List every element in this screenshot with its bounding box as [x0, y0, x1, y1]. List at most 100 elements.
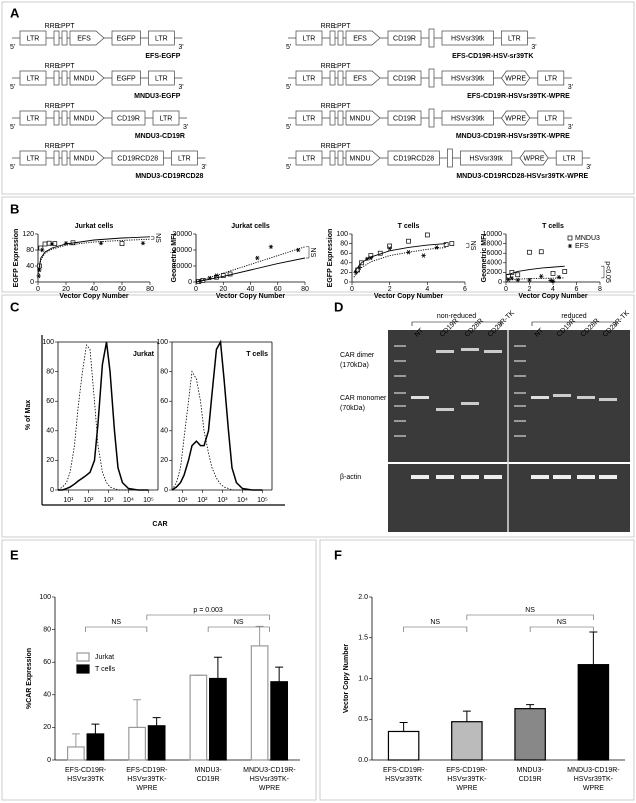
end-label: 3': [586, 164, 591, 171]
marker-label: CAR dimer: [340, 352, 375, 359]
marker-label: (70kDa): [340, 405, 365, 412]
y-tick-label: 100: [39, 594, 51, 601]
element: [337, 150, 344, 166]
element-label: HSVsr39tk: [451, 115, 485, 122]
x-tick-label: 10⁵: [143, 497, 154, 504]
y-tick-label: 20: [160, 457, 168, 464]
y-tick-label: 20: [46, 457, 54, 464]
x-tick-label: 0: [350, 286, 354, 293]
element-label: CD19RCD28: [117, 155, 158, 162]
x-tick-label: HSVsr39TK-: [574, 776, 614, 783]
element-label: HSVsr39tk: [451, 35, 485, 42]
element-label: RRE: [45, 63, 60, 70]
element-label: MNDU: [350, 115, 371, 122]
element-label: LTR: [544, 115, 557, 122]
bar: [128, 726, 146, 761]
element-label: RRE: [321, 23, 336, 30]
point: [550, 271, 556, 276]
linker: [428, 108, 435, 128]
x-tick-label: HSVsr39TK-: [127, 776, 167, 783]
x-tick-label: 6: [575, 286, 579, 293]
promoter: [69, 30, 105, 46]
end-label: 5': [10, 164, 15, 171]
histogram-line: [58, 341, 149, 491]
bar: [209, 677, 227, 761]
point: [255, 255, 260, 261]
x-tick-label: CD19R: [519, 776, 542, 783]
element: [387, 150, 440, 166]
end-label: 3': [178, 84, 183, 91]
element-label: HSVsr39tk: [451, 75, 485, 82]
chart-title: Jurkat cells: [231, 223, 270, 230]
annotation: NS: [525, 607, 535, 614]
band: [461, 348, 479, 351]
construct-name: EFS-EGFP: [145, 53, 180, 60]
element-label: cPPT: [333, 23, 351, 30]
legend-swatch: [567, 235, 573, 241]
element: [19, 150, 47, 166]
element-label: MNDU: [74, 75, 95, 82]
element: [19, 30, 47, 46]
element: [460, 150, 513, 166]
y-tick-label: 2000: [486, 269, 502, 276]
y-tick-label: 0: [164, 487, 168, 494]
element-label: RRE: [321, 103, 336, 110]
x-tick-label: 10¹: [177, 497, 188, 504]
element-label: LTR: [27, 155, 40, 162]
error-bar: [399, 722, 408, 732]
y-tick-label: 1.0: [358, 675, 368, 682]
y-tick-label: 0: [498, 279, 502, 286]
element-label: LTR: [563, 155, 576, 162]
element: [337, 30, 344, 46]
error-bar: [589, 631, 598, 665]
point: [387, 243, 393, 249]
ladder-band: [394, 375, 406, 377]
element-label: cPPT: [333, 103, 351, 110]
promoter: [345, 110, 381, 126]
element: [329, 70, 336, 86]
y-tick-label: 6000: [486, 250, 502, 257]
x-tick-label: 2: [528, 286, 532, 293]
panel-frame: [1, 1, 635, 195]
annotation: NS: [430, 619, 440, 626]
y-tick-label: 40: [26, 263, 34, 270]
group-label: non-reduced: [437, 313, 476, 320]
bar: [451, 721, 483, 761]
x-axis-label: Vector Copy Number: [216, 293, 286, 300]
annotation: NS: [557, 619, 567, 626]
element: [519, 150, 549, 166]
x-tick-label: 60: [274, 286, 282, 293]
element-label: CD19RCD28: [393, 155, 434, 162]
element: [111, 70, 141, 86]
element-label: WPRE: [505, 115, 526, 122]
bracket: [529, 626, 594, 632]
marker-label: CAR monomer: [340, 395, 387, 402]
element-label: RRE: [45, 143, 60, 150]
error-bar: [213, 656, 222, 679]
error-bar: [526, 704, 535, 709]
x-tick-label: 10²: [83, 497, 94, 504]
annotation: NS: [309, 248, 316, 258]
y-tick-label: 0.5: [358, 716, 368, 723]
panel-label: E: [10, 547, 19, 562]
y-axis-label: Vector Copy Number: [343, 644, 350, 714]
element-label: CD19R: [117, 115, 140, 122]
error-bar: [462, 710, 471, 722]
construct-name: EFS-CD19R-HSVsr39TK-WPRE: [467, 93, 570, 100]
element-label: EFS: [77, 35, 91, 42]
x-tick-label: 80: [146, 286, 154, 293]
x-tick-label: WPRE: [583, 785, 604, 792]
y-axis-label: Geometric MFI: [171, 234, 178, 283]
actin-band: [484, 475, 502, 479]
ladder-band: [514, 375, 526, 377]
x-tick-label: HSVsr39TK: [385, 776, 422, 783]
promoter: [69, 70, 105, 86]
promoter: [345, 70, 381, 86]
y-tick-label: 100: [42, 339, 54, 346]
error-bar: [152, 717, 161, 726]
x-tick-label: CD19R: [197, 776, 220, 783]
bar: [514, 708, 546, 761]
legend-label: EFS: [575, 243, 589, 250]
x-tick-label: 0: [504, 286, 508, 293]
